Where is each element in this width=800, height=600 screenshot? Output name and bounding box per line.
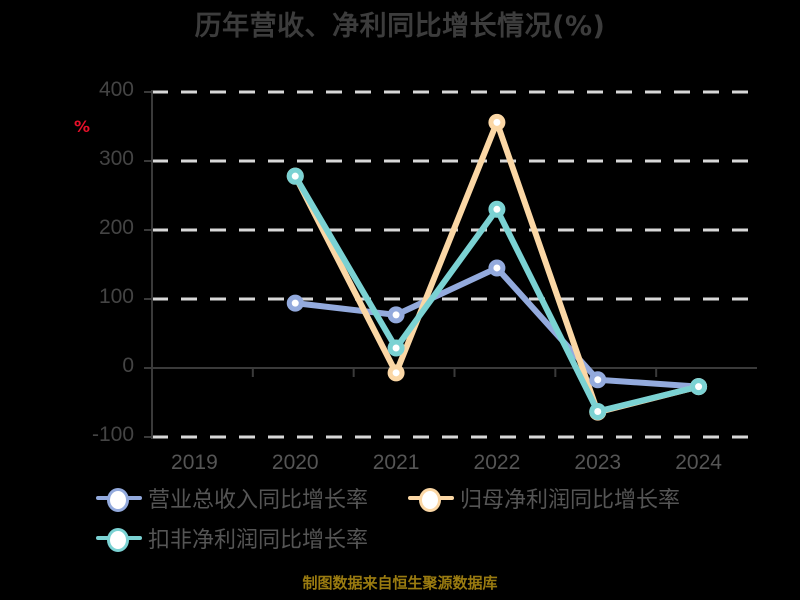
y-axis-tick-label: 100: [98, 285, 134, 308]
x-axis-tick-label: 2023: [574, 451, 622, 474]
x-axis-tick-label: 2022: [473, 451, 521, 474]
legend-label-deducted-profit: 扣非净利润同比增长率: [148, 528, 369, 553]
y-axis-tick-label: 0: [122, 354, 134, 377]
y-axis-tick-label: -100: [91, 423, 134, 446]
data-point-marker[interactable]: [286, 294, 304, 312]
x-axis-tick-label: 2021: [372, 451, 420, 474]
legend-item-deducted-profit[interactable]: 扣非净利润同比增长率: [96, 522, 368, 554]
data-point-marker[interactable]: [690, 378, 708, 396]
data-point-marker[interactable]: [387, 364, 405, 382]
data-point-marker[interactable]: [387, 339, 405, 357]
source-note: 制图数据来自恒生聚源数据库: [302, 574, 498, 592]
data-point-marker[interactable]: [589, 371, 607, 389]
y-axis-tick-label: 200: [98, 216, 134, 239]
legend-label-net-profit: 归母净利润同比增长率: [460, 488, 681, 513]
data-point-marker[interactable]: [488, 113, 506, 131]
legend-item-net-profit[interactable]: 归母净利润同比增长率: [408, 482, 680, 514]
x-axis-tick-label: 2020: [271, 451, 319, 474]
data-series-group: [286, 113, 708, 421]
legend-marker-icon-net-profit: [408, 485, 455, 512]
chart-title: 历年营收、净利同比增长情况(%): [194, 11, 606, 42]
x-axis-tick-label: 2019: [171, 451, 218, 474]
legend-marker-icon-revenue: [96, 485, 142, 512]
x-axis-tick-label: 2024: [675, 451, 722, 474]
legend-item-revenue[interactable]: 营业总收入同比增长率: [96, 482, 368, 514]
legend-label-revenue: 营业总收入同比增长率: [148, 488, 369, 513]
y-axis-tick-label: 400: [98, 78, 134, 101]
data-point-marker[interactable]: [488, 200, 506, 218]
chart-legend: 营业总收入同比增长率 归母净利润同比增长率 扣非净利润同比增长率: [96, 478, 796, 558]
data-point-marker[interactable]: [286, 167, 304, 185]
data-point-marker[interactable]: [387, 306, 405, 324]
axis-lines: [144, 90, 658, 439]
legend-row-1: 营业总收入同比增长率 归母净利润同比增长率: [96, 478, 796, 518]
legend-row-2: 扣非净利润同比增长率: [96, 518, 796, 558]
legend-marker-icon-deducted-profit: [96, 525, 142, 552]
y-axis-tick-label: 300: [98, 147, 134, 170]
data-point-marker[interactable]: [589, 402, 607, 420]
data-point-marker[interactable]: [488, 259, 506, 277]
y-axis-unit-label: %: [74, 117, 91, 136]
